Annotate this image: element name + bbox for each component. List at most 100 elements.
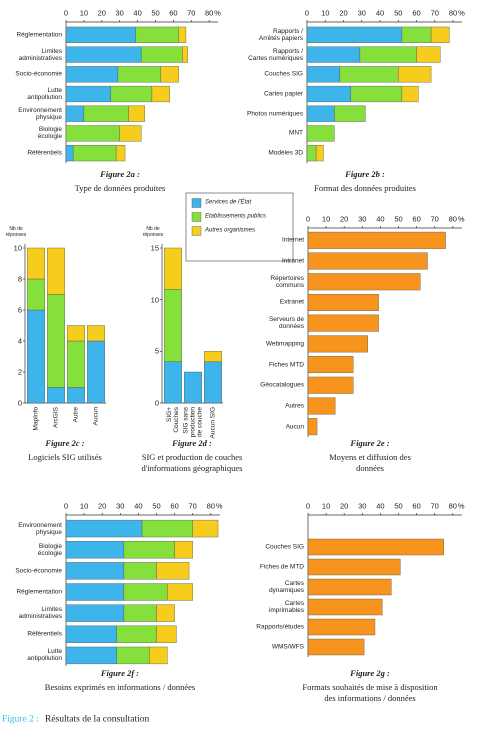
bar-segment [163,361,182,404]
category-label: Aucun [92,407,100,426]
x-unit: % [458,8,465,18]
category-label: MNT [288,129,303,137]
bar-segment [178,26,187,43]
category-label: Aucun [285,423,304,431]
x-tick-label: 50 [151,8,160,18]
x-tick-label: 40 [376,501,385,511]
bar-segment [47,247,66,295]
figure-caption: Type de données produites [74,183,166,193]
category-label: Modèles 3D [268,149,303,157]
x-tick-label: 30 [116,501,125,511]
x-tick-label: 30 [358,214,367,224]
x-tick-label: 40 [133,8,142,18]
x-tick-label: 70 [430,214,439,224]
category-label: Environnement physique [18,106,62,121]
bar-segment [116,646,150,665]
x-unit: % [457,214,465,224]
x-tick-label: 30 [115,8,124,18]
y-tick-label: 4 [17,336,22,346]
figure-label: Figure 2a : [100,169,140,179]
x-tick-label: 60 [412,8,421,18]
bar-segment [140,46,183,63]
bar [307,558,401,576]
x-tick-label: 40 [375,8,385,18]
bar-segment [123,562,157,580]
category-label: Socio-économie [15,70,62,78]
bar-segment [65,125,120,142]
x-tick-label: 80 [448,501,457,511]
bar-segment [149,646,168,665]
bar [307,376,354,394]
x-unit: % [457,501,465,511]
category-label: Référentiels [27,149,62,157]
bar-segment [65,541,125,559]
category-label: Limites administratives [18,606,62,621]
bar-segment [359,46,417,63]
y-tick-label: 10 [150,295,159,305]
category-label: Couches SIG [265,543,304,551]
bar-segment [416,46,441,63]
bar-segment [119,125,142,142]
legend-label: Etablissements publics [205,213,267,220]
x-tick-label: 20 [340,501,349,511]
bar-segment [163,289,182,362]
category-label: Référentiels [27,630,62,638]
x-tick-label: 10 [79,501,89,511]
bar-segment [66,325,85,342]
bar-segment [306,145,317,162]
figure-caption: SIG et production de couches d'informati… [141,452,243,473]
bar-segment [306,26,403,43]
bar-segment [315,145,324,162]
bar [307,418,318,436]
figure-caption: Formats souhaités de mise à disposition … [302,682,438,703]
bar-segment [65,625,117,643]
bar-segment [65,519,143,538]
x-tick-label: 0 [63,8,69,18]
bar-segment [65,46,142,63]
bar-segment [65,66,119,83]
bar-segment [135,26,179,43]
category-label: Cartes imprimables [268,600,304,614]
x-tick-label: 80 [448,214,457,224]
x-unit: % [215,501,223,511]
bar-segment [192,519,219,538]
bar-segment [306,46,361,63]
bar-segment [156,604,175,622]
bar [307,356,354,374]
figure-caption: Besoins exprimés en informations / donné… [44,682,196,692]
x-tick-label: 80 [448,8,458,18]
bar-segment [65,145,74,162]
x-unit: % [214,8,221,18]
figure-label: Figure 2e : [350,438,390,448]
bar-segment [27,247,46,280]
figure-label: Figure 2c : [45,438,85,448]
y-tick-label: 0 [17,398,22,408]
category-label: Environnement physique [18,521,62,536]
x-tick-label: 50 [394,8,403,18]
category-label: Géocatalogues [260,381,304,389]
bar-segment [123,541,175,559]
y-tick-label: 5 [154,346,159,356]
bar-segment [182,46,188,63]
bar [307,618,376,636]
x-tick-label: 10 [321,8,330,18]
bar-segment [398,66,432,83]
category-label: Extranet [279,298,304,306]
category-label: Lutte antipollution [27,648,62,663]
category-label: Biologie écologie [37,542,62,557]
category-label: Limites administratives [18,47,62,62]
category-label: Rapports/études [256,623,304,631]
figure-label: Figure 2d : [172,438,212,448]
bar-segment [430,26,450,43]
bar-segment [167,583,193,601]
x-tick-label: 60 [412,214,421,224]
category-label: Webmapping [265,340,304,348]
y-axis-label: Nb de réponses [142,226,164,238]
bar [307,314,379,332]
x-tick-label: 80 [206,501,215,511]
x-tick-label: 60 [169,8,178,18]
bar-segment [65,583,125,601]
bar-segment [141,519,193,538]
bar [307,252,428,270]
